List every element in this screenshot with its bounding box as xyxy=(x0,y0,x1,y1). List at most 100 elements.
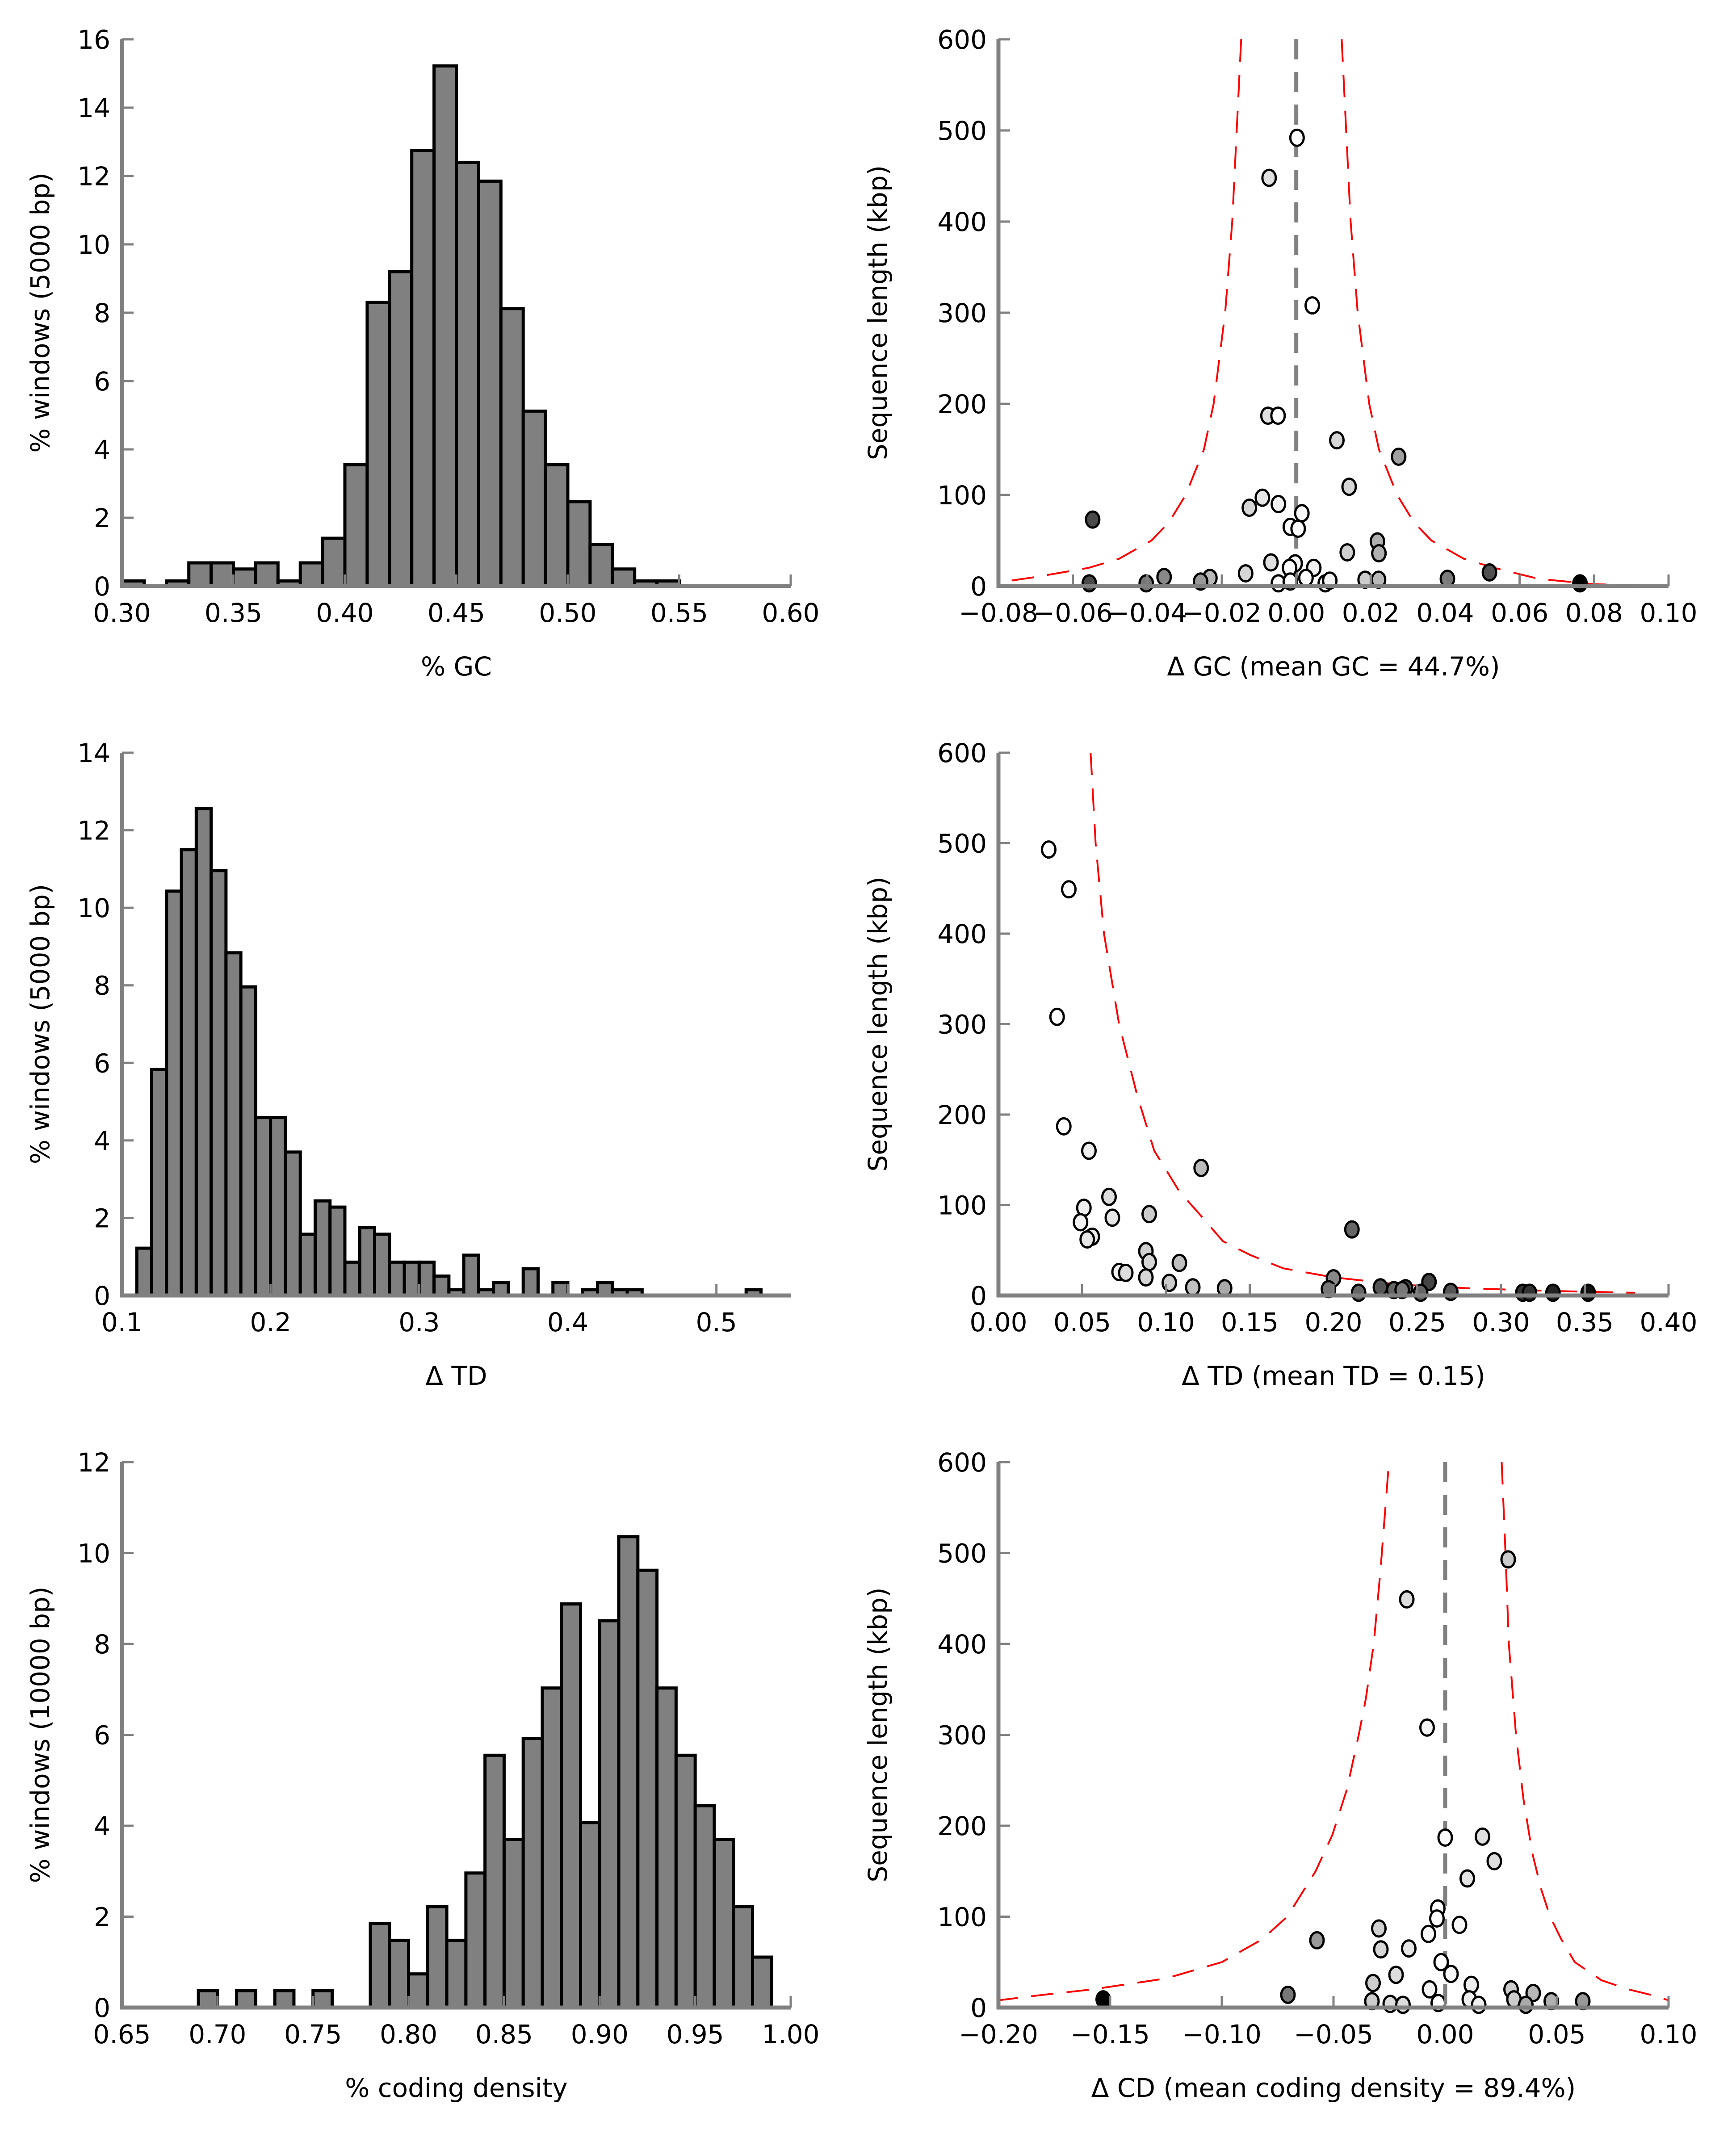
scatter-point xyxy=(1413,1283,1429,1302)
scatter-point xyxy=(1171,1253,1187,1272)
scatter-point xyxy=(1459,1869,1475,1888)
td-scatter-panel: 0 100 200 300 400 500 600 0.00 0.05 0.10 0.15 0.20 0… xyxy=(863,738,1698,1391)
histogram-bar xyxy=(541,1686,563,2009)
x-tick-label: 0.25 xyxy=(1388,1307,1446,1337)
y-tick-label: 300 xyxy=(937,298,987,328)
scatter-point xyxy=(1254,488,1271,507)
scatter-point xyxy=(1263,553,1279,572)
histogram-bar xyxy=(273,1989,296,2009)
y-tick-label: 6 xyxy=(94,1720,110,1751)
x-tick-label: −0.02 xyxy=(1182,598,1262,628)
histogram-bar xyxy=(298,561,324,588)
y-tick-label: 300 xyxy=(937,1720,987,1751)
x-tick-label: 0.5 xyxy=(696,1307,737,1337)
x-tick-label: −0.05 xyxy=(1294,2019,1373,2050)
x-tick-label: 0.85 xyxy=(475,2019,533,2050)
y-tick-label: 600 xyxy=(937,25,987,55)
histogram-bar xyxy=(566,500,592,588)
x-tick-label: 0.4 xyxy=(547,1307,588,1337)
scatter-point xyxy=(1271,495,1287,513)
y-tick-label: 12 xyxy=(77,1447,110,1478)
histogram-bar xyxy=(269,1116,287,1297)
x-tick-label: 0.06 xyxy=(1491,598,1548,628)
scatter-point xyxy=(1422,1980,1438,1999)
gc-histogram-panel: 0 2 4 6 8 10 12 14 16 0.30 0.35 0.40 0.45 0.50 0.55 0.6… xyxy=(25,25,820,682)
scatter-point xyxy=(1294,504,1310,523)
histogram-bar xyxy=(210,869,228,1297)
histogram-bar xyxy=(713,1838,735,2009)
lower-bound-curve xyxy=(998,1471,1389,2001)
histogram-bar xyxy=(343,463,369,588)
y-tick-label: 500 xyxy=(937,1539,987,1569)
y-tick-label: 8 xyxy=(94,298,110,328)
y-axis-label: % windows (5000 bp) xyxy=(25,884,55,1164)
scatter-point xyxy=(1500,1550,1516,1569)
histogram-bar xyxy=(521,409,547,588)
scatter-point xyxy=(1391,447,1407,466)
histogram-bar xyxy=(224,951,243,1297)
scatter-point xyxy=(1241,499,1258,517)
histogram-bar xyxy=(477,179,503,588)
scatter-point xyxy=(1371,544,1387,563)
x-tick-label: 0.3 xyxy=(398,1307,440,1337)
histogram-bar xyxy=(732,1905,754,2009)
scatter-point xyxy=(1371,1919,1387,1938)
histogram-bar xyxy=(751,1955,773,2009)
scatter-point xyxy=(1481,563,1497,582)
x-tick-label: −0.20 xyxy=(959,2019,1038,2050)
x-axis-label: Δ TD xyxy=(425,1361,487,1391)
x-tick-label: 0.70 xyxy=(189,2019,246,2050)
scatter-point xyxy=(1475,1827,1490,1846)
y-tick-label: 0 xyxy=(94,1993,110,2023)
x-axis-label: Δ TD (mean TD = 0.15) xyxy=(1182,1361,1485,1391)
scatter-point xyxy=(1156,568,1172,587)
histogram-bar xyxy=(502,1838,525,2009)
x-tick-label: 0.20 xyxy=(1304,1307,1362,1337)
x-tick-label: 0.00 xyxy=(1416,2019,1474,2050)
histogram-bar xyxy=(284,1150,302,1297)
x-tick-label: 0.05 xyxy=(1053,1307,1111,1337)
histogram-bar xyxy=(636,1568,659,2009)
scatter-point xyxy=(1079,1230,1095,1249)
scatter-point xyxy=(1451,1916,1468,1934)
scatter-point xyxy=(1372,1278,1388,1297)
histogram-bar xyxy=(150,1068,168,1297)
histogram-bar xyxy=(432,1274,451,1297)
scatter-point xyxy=(1443,1965,1459,1983)
histogram-bar xyxy=(455,160,480,588)
y-tick-label: 6 xyxy=(94,366,110,397)
x-tick-label: 0.00 xyxy=(1267,598,1325,628)
x-tick-label: 0.10 xyxy=(1137,1307,1195,1337)
y-tick-label: 200 xyxy=(937,1811,987,1841)
scatter-point xyxy=(1101,1187,1117,1206)
y-tick-label: 400 xyxy=(937,207,987,237)
histogram-bar xyxy=(417,1260,436,1297)
histogram-bar xyxy=(521,1737,544,2009)
histogram-bar xyxy=(343,1260,361,1297)
scatter-point xyxy=(1193,1158,1209,1177)
y-tick-label: 100 xyxy=(937,1191,987,1221)
x-tick-label: 0.15 xyxy=(1221,1307,1279,1337)
scatter-point xyxy=(1401,1939,1417,1958)
histogram-bar xyxy=(180,848,198,1297)
y-tick-label: 600 xyxy=(937,738,987,768)
histogram-bar xyxy=(588,543,614,588)
y-tick-label: 10 xyxy=(77,893,110,923)
histogram-bar xyxy=(298,1232,317,1297)
x-tick-label: 0.02 xyxy=(1342,598,1400,628)
y-tick-label: 200 xyxy=(937,1100,987,1130)
scatter-point xyxy=(1309,1931,1325,1949)
y-tick-label: 0 xyxy=(970,571,987,602)
scatter-point xyxy=(1261,168,1277,187)
lower-bound-curve xyxy=(998,39,1242,583)
histogram-bar xyxy=(254,1116,273,1297)
scatter-point xyxy=(1085,510,1101,529)
scatter-point xyxy=(1280,1986,1296,2004)
scatter-point xyxy=(1572,574,1588,593)
histogram-bar xyxy=(388,1260,406,1297)
histogram-bar xyxy=(445,1938,468,2009)
x-tick-label: 0.65 xyxy=(93,2019,151,2050)
histogram-bar xyxy=(321,537,347,588)
scatter-point xyxy=(1237,564,1254,583)
scatter-point xyxy=(1350,1283,1367,1302)
